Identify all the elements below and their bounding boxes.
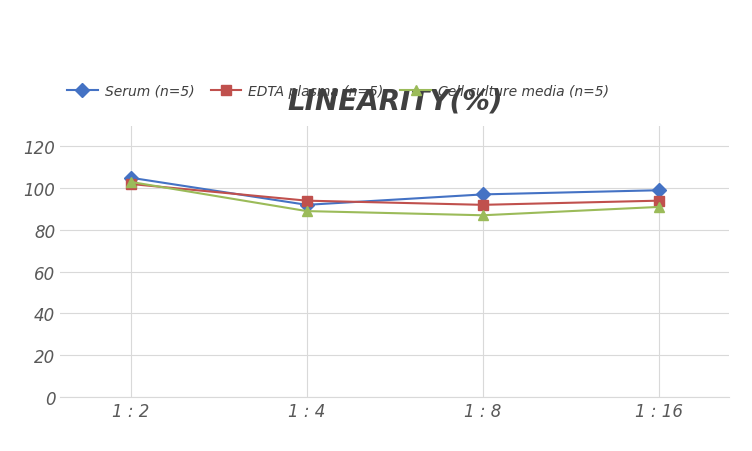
EDTA plasma (n=5) (654, 198, 663, 204)
Serum (n=5) (126, 175, 135, 181)
EDTA plasma (n=5) (126, 182, 135, 187)
EDTA plasma (n=5) (302, 198, 311, 204)
Legend: Serum (n=5), EDTA plasma (n=5), Cell culture media (n=5): Serum (n=5), EDTA plasma (n=5), Cell cul… (67, 84, 609, 98)
Cell culture media (n=5) (654, 205, 663, 210)
Cell culture media (n=5) (302, 209, 311, 214)
Line: Serum (n=5): Serum (n=5) (126, 174, 664, 210)
EDTA plasma (n=5) (478, 202, 487, 208)
Cell culture media (n=5) (478, 213, 487, 218)
Serum (n=5) (302, 202, 311, 208)
Serum (n=5) (478, 192, 487, 198)
Line: Cell culture media (n=5): Cell culture media (n=5) (126, 178, 664, 221)
Line: EDTA plasma (n=5): EDTA plasma (n=5) (126, 179, 664, 210)
Serum (n=5) (654, 188, 663, 193)
Cell culture media (n=5) (126, 180, 135, 185)
Title: LINEARITY(%): LINEARITY(%) (287, 87, 502, 115)
